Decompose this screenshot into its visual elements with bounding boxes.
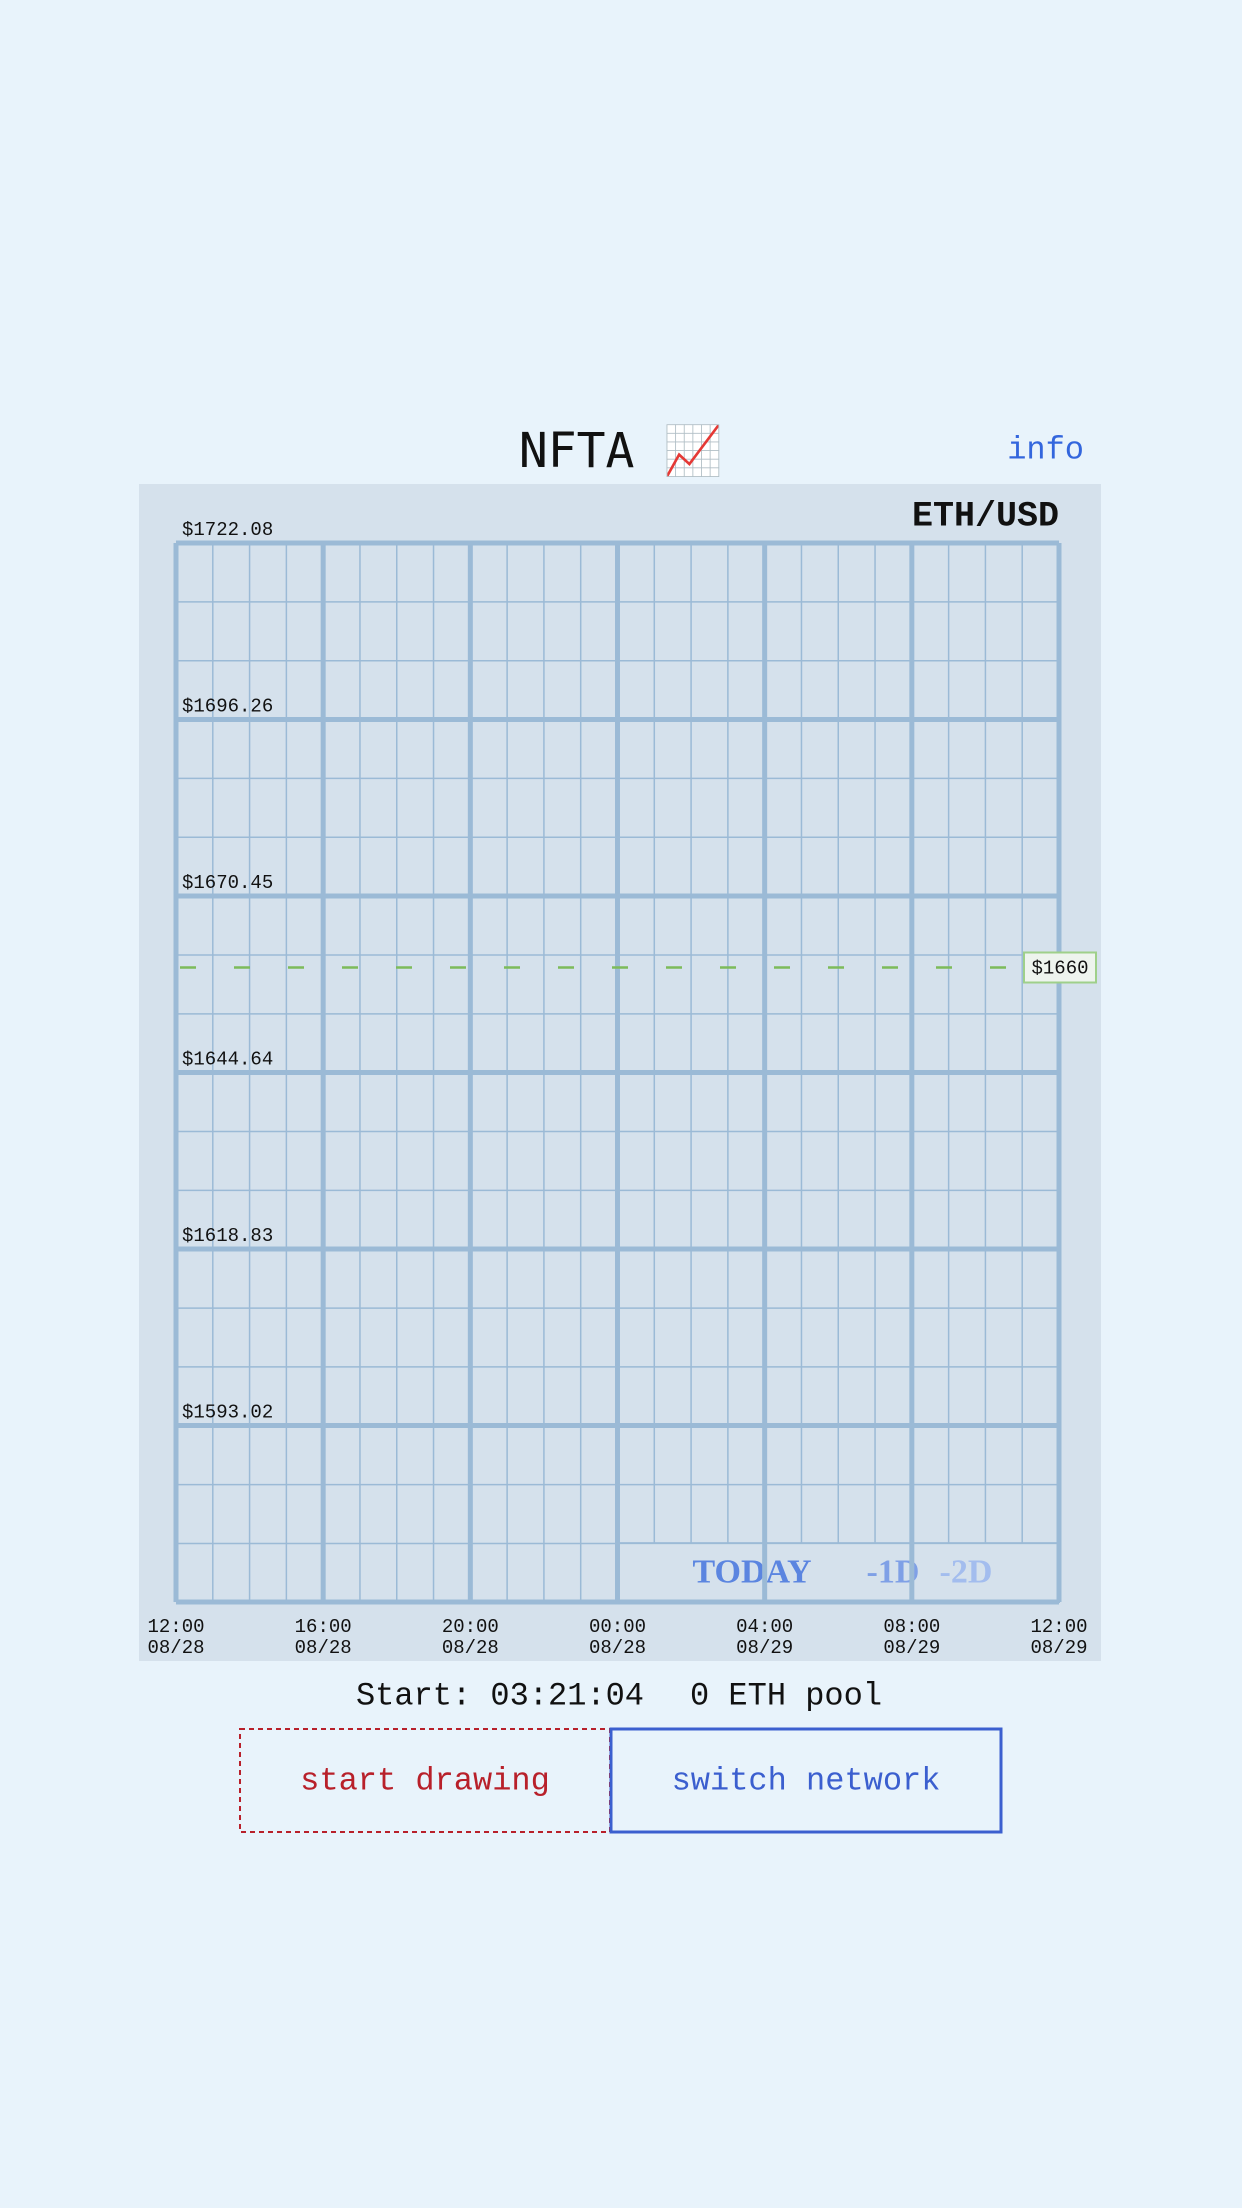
- pool-size: 0 ETH pool: [690, 1677, 882, 1714]
- start-button[interactable]: [239, 1728, 611, 1833]
- y-tick-label: $1696.26: [182, 696, 273, 718]
- x-tick-time: 08:00: [883, 1616, 940, 1638]
- y-tick-label: $1618.83: [182, 1225, 273, 1247]
- x-tick-date: 08/28: [147, 1637, 204, 1659]
- y-tick-label: $1670.45: [182, 872, 273, 894]
- network-button-label[interactable]: switch network: [672, 1762, 941, 1799]
- x-tick-date: 08/29: [736, 1637, 793, 1659]
- app-title: NFTA 📈: [519, 423, 723, 479]
- range-option[interactable]: TODAY: [692, 1553, 811, 1590]
- start-timer: Start: 03:21:04: [356, 1677, 644, 1714]
- grid: TODAY -1D -2D12:0008/2816:0008/2820:0008/2…: [147, 519, 1097, 1659]
- y-tick-label: $1722.08: [182, 519, 273, 541]
- y-tick-label: $1644.64: [182, 1049, 273, 1071]
- info-link[interactable]: info: [1007, 431, 1084, 468]
- current-price-box: [1023, 951, 1097, 984]
- x-tick-time: 04:00: [736, 1616, 793, 1638]
- x-tick-time: 00:00: [589, 1616, 646, 1638]
- range-option[interactable]: -2D: [940, 1553, 993, 1590]
- x-tick-time: 12:00: [1030, 1616, 1087, 1638]
- x-tick-time: 20:00: [442, 1616, 499, 1638]
- current-price-label: $1660: [1031, 958, 1088, 980]
- pair-label: ETH/USD: [912, 496, 1059, 536]
- x-tick-date: 08/28: [295, 1637, 352, 1659]
- range-box: [616, 1542, 1060, 1604]
- x-tick-date: 08/28: [589, 1637, 646, 1659]
- x-tick-date: 08/29: [1030, 1637, 1087, 1659]
- x-tick-date: 08/28: [442, 1637, 499, 1659]
- x-tick-time: 16:00: [295, 1616, 352, 1638]
- y-tick-label: $1593.02: [182, 1402, 273, 1424]
- network-button[interactable]: [609, 1727, 1003, 1834]
- x-tick-time: 12:00: [147, 1616, 204, 1638]
- start-button-label[interactable]: start drawing: [300, 1762, 550, 1799]
- x-tick-date: 08/29: [883, 1637, 940, 1659]
